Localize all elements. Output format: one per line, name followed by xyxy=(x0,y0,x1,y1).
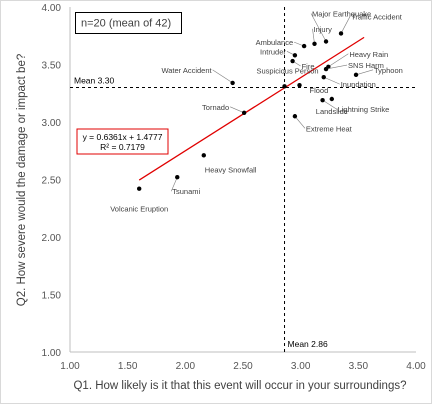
mean-y-label: Mean 3.30 xyxy=(74,76,114,86)
point-label: Tornado xyxy=(202,103,229,112)
point-label: Landslide xyxy=(316,107,348,116)
point-label: Flood xyxy=(310,86,329,95)
label-leader-line xyxy=(170,177,178,192)
data-point xyxy=(321,74,326,80)
data-point xyxy=(290,58,295,64)
data-point xyxy=(230,80,235,86)
data-point xyxy=(297,83,302,88)
point-label: Typhoon xyxy=(374,66,403,75)
point-label: Traffic Accident xyxy=(351,12,403,21)
label-leader-line xyxy=(355,69,374,76)
point-label: Lightning Strike xyxy=(338,105,390,114)
data-point xyxy=(201,153,206,158)
sample-note-box: n=20 (mean of 42) xyxy=(75,12,182,34)
data-point xyxy=(301,43,307,49)
data-point xyxy=(312,41,317,46)
x-tick-labels: 1.00 1.50 2.00 2.50 3.00 3.50 4.00 xyxy=(60,361,426,372)
y-tick-label: 3.50 xyxy=(42,61,62,72)
data-point xyxy=(175,175,180,180)
sample-note: n=20 (mean of 42) xyxy=(81,18,171,30)
label-leader-line xyxy=(312,28,315,44)
point-label: Injury xyxy=(314,25,333,34)
data-point xyxy=(353,72,359,78)
y-tick-label: 3.00 xyxy=(42,118,62,129)
data-point xyxy=(241,110,247,116)
x-tick-label: 1.50 xyxy=(118,361,138,372)
data-point xyxy=(323,39,329,44)
x-axis-title: Q1. How likely is it that this event wil… xyxy=(73,380,406,392)
label-leader-line xyxy=(294,116,306,129)
mean-x-label: Mean 2.86 xyxy=(288,339,328,349)
point-label: Extreme Heat xyxy=(306,124,353,133)
point-label: Fire xyxy=(302,62,315,71)
label-leader-line xyxy=(325,64,348,70)
trend-equation: y = 0.6361x + 1.4777 xyxy=(83,132,163,142)
data-point xyxy=(137,186,142,191)
trend-r2: R² = 0.7179 xyxy=(100,142,145,152)
point-label: Tsunami xyxy=(172,187,200,196)
mean-lines: Mean 2.86 Mean 3.30 xyxy=(70,7,416,352)
label-leader-line xyxy=(212,69,233,84)
data-point xyxy=(320,97,325,103)
data-point xyxy=(323,66,329,72)
y-axis-title: Q2. How severe would the damage or impac… xyxy=(16,54,28,307)
point-label: Water Accident xyxy=(161,66,212,75)
label-leader-line xyxy=(340,16,351,34)
x-tick-label: 3.50 xyxy=(349,361,369,372)
label-leader-line xyxy=(230,106,245,114)
x-tick-label: 4.00 xyxy=(406,361,426,372)
y-tick-label: 1.00 xyxy=(42,348,62,359)
point-label: Suspicious Person xyxy=(256,66,318,75)
label-leader-line xyxy=(328,53,349,68)
y-tick-labels: 1.00 1.50 2.00 2.50 3.00 3.50 4.00 xyxy=(42,3,62,359)
data-point xyxy=(329,96,335,102)
sample-note-border xyxy=(75,12,182,34)
label-leader-line xyxy=(322,99,337,110)
point-label: Inundation xyxy=(341,80,376,89)
x-tick-label: 1.00 xyxy=(60,361,80,372)
equation-box: y = 0.6361x + 1.4777 R² = 0.7179 xyxy=(76,128,169,155)
x-tick-label: 2.00 xyxy=(176,361,196,372)
y-tick-label: 2.00 xyxy=(42,233,62,244)
point-label: Heavy Rain xyxy=(349,50,388,59)
point-label: Intruder xyxy=(260,47,286,56)
point-label: Ambulance xyxy=(256,38,294,47)
equation-box-border xyxy=(76,128,169,155)
trendline xyxy=(138,36,365,181)
y-tick-label: 4.00 xyxy=(42,3,62,14)
point-label: SNS Harm xyxy=(348,61,384,70)
label-leader-line xyxy=(310,13,327,42)
x-tick-label: 2.50 xyxy=(233,361,253,372)
data-point xyxy=(292,114,298,119)
point-label: Volcanic Eruption xyxy=(110,205,168,214)
label-leader-line xyxy=(323,76,340,85)
x-tick-label: 3.00 xyxy=(291,361,311,372)
data-point xyxy=(292,53,298,58)
data-point xyxy=(338,31,344,36)
y-tick-label: 2.50 xyxy=(42,176,62,187)
point-label: Major Earthquake xyxy=(312,10,371,19)
point-label: Heavy Snowfall xyxy=(205,165,257,174)
y-tick-label: 1.50 xyxy=(42,291,62,302)
data-point xyxy=(282,84,287,89)
